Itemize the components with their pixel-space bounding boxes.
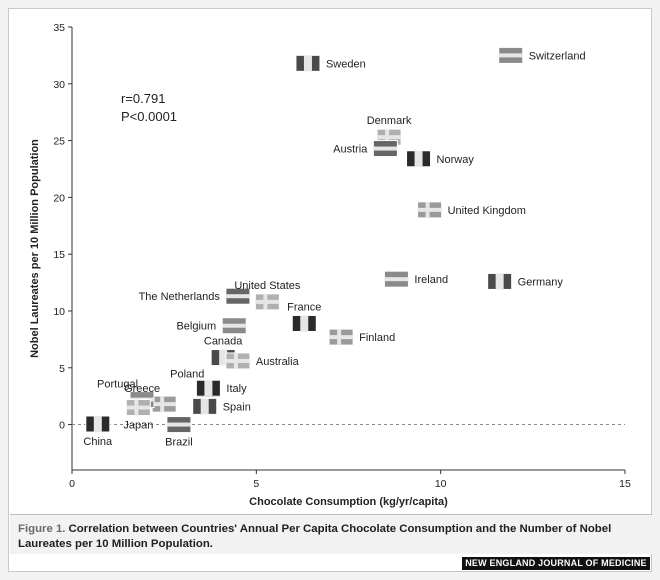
- figure-caption-text: Correlation between Countries' Annual Pe…: [18, 523, 612, 550]
- flag-stripe: [219, 349, 228, 366]
- country-marker: [372, 140, 398, 158]
- country-marker: [221, 317, 247, 335]
- flag-stripe: [329, 335, 354, 340]
- x-tick-label: 10: [435, 478, 447, 490]
- figure-label: Figure 1.: [18, 523, 66, 535]
- flag-stripe: [126, 405, 151, 410]
- country-marker: [125, 399, 151, 417]
- flag-stripe: [225, 358, 250, 363]
- country-marker: [192, 397, 218, 415]
- country-label: Italy: [226, 383, 247, 395]
- y-tick-label: 10: [53, 306, 65, 318]
- flag-stripe: [377, 135, 402, 140]
- country-label: Canada: [204, 336, 243, 348]
- country-label: France: [287, 301, 321, 313]
- y-tick-label: 20: [53, 192, 65, 204]
- country-marker: [487, 272, 513, 290]
- country-marker: [291, 314, 317, 332]
- country-marker: [383, 270, 409, 288]
- chart-axes: 0 5 10 15 20 25 30 35 0 5 10 15 Chocolate Consumptio…: [29, 22, 631, 508]
- flag-stripe: [204, 380, 213, 397]
- country-label: Poland: [170, 368, 204, 380]
- figure-caption: Figure 1. Correlation between Countries' …: [10, 514, 652, 554]
- country-marker: [406, 150, 432, 168]
- chart-marks: [85, 46, 524, 434]
- country-label: Australia: [256, 356, 300, 368]
- flag-stripe: [384, 277, 409, 282]
- country-marker: [254, 293, 280, 311]
- country-marker: [85, 415, 111, 433]
- journal-badge: NEW ENGLAND JOURNAL OF MEDICINE: [462, 557, 650, 570]
- y-tick-label: 0: [59, 420, 65, 432]
- country-label: Sweden: [326, 58, 366, 70]
- x-tick-label: 15: [619, 478, 631, 490]
- country-label: Finland: [359, 332, 395, 344]
- y-tick-label: 30: [53, 79, 65, 91]
- country-marker: [417, 201, 443, 219]
- flag-stripe: [255, 299, 280, 304]
- country-label: Norway: [437, 154, 475, 166]
- country-marker: [166, 416, 192, 434]
- chart-labels: r=0.791 P<0.0001 Switzerland Sweden Denmark A…: [83, 50, 585, 448]
- y-tick-label: 5: [59, 363, 65, 375]
- flag-stripe: [152, 402, 177, 407]
- figure-frame: [8, 8, 652, 572]
- country-label: Japan: [123, 420, 153, 432]
- country-label: Belgium: [176, 321, 216, 333]
- stats-text: P<0.0001: [121, 109, 177, 124]
- x-axis-title: Chocolate Consumption (kg/yr/capita): [249, 496, 448, 508]
- y-axis-title: Nobel Laureates per 10 Million Populatio…: [29, 139, 41, 358]
- country-marker: [295, 54, 321, 72]
- flag-stripe: [414, 150, 423, 167]
- flag-stripe: [166, 422, 191, 427]
- flag-stripe: [417, 207, 442, 212]
- country-marker: [151, 395, 177, 413]
- country-label: Brazil: [165, 437, 193, 449]
- flag-stripe: [222, 323, 247, 328]
- stats-text: r=0.791: [121, 91, 165, 106]
- y-tick-label: 15: [53, 249, 65, 261]
- country-label: Greece: [124, 383, 160, 395]
- country-label: Spain: [223, 401, 251, 413]
- country-marker: [225, 352, 251, 370]
- country-label: Switzerland: [529, 50, 586, 62]
- country-label: Portugal: [97, 379, 138, 391]
- x-tick-label: 5: [253, 478, 259, 490]
- flag-stripe: [225, 294, 250, 299]
- country-marker: [225, 287, 251, 305]
- country-marker: [195, 379, 221, 397]
- y-tick-label: 35: [53, 22, 65, 34]
- country-label: United Kingdom: [448, 205, 526, 217]
- country-label: Germany: [518, 276, 564, 288]
- flag-stripe: [300, 315, 309, 332]
- country-marker: [498, 46, 524, 64]
- flag-stripe: [373, 146, 398, 151]
- x-tick-label: 0: [69, 478, 75, 490]
- flag-stripe: [303, 55, 312, 72]
- country-label: Austria: [333, 144, 368, 156]
- flag-stripe: [200, 398, 209, 415]
- flag-stripe: [93, 415, 102, 432]
- country-label: Ireland: [414, 274, 448, 286]
- flag-stripe: [495, 273, 504, 290]
- country-label: China: [83, 436, 113, 448]
- country-label: Denmark: [367, 115, 412, 127]
- flag-stripe: [498, 53, 523, 58]
- country-label: The Netherlands: [139, 291, 221, 303]
- country-marker: [328, 328, 354, 346]
- y-tick-label: 25: [53, 136, 65, 148]
- country-label: United States: [234, 280, 301, 292]
